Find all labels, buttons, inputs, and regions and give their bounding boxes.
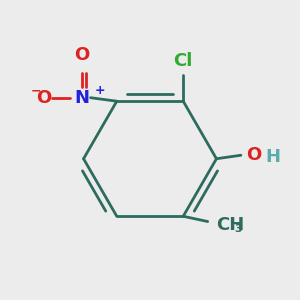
Text: Cl: Cl <box>173 52 193 70</box>
Text: O: O <box>74 46 89 64</box>
Text: +: + <box>95 84 106 97</box>
Text: O: O <box>246 146 261 164</box>
Text: H: H <box>266 148 280 166</box>
Text: 3: 3 <box>235 224 242 234</box>
Text: −: − <box>31 84 42 97</box>
Text: CH: CH <box>216 216 245 234</box>
Text: O: O <box>36 89 51 107</box>
Text: N: N <box>74 89 89 107</box>
